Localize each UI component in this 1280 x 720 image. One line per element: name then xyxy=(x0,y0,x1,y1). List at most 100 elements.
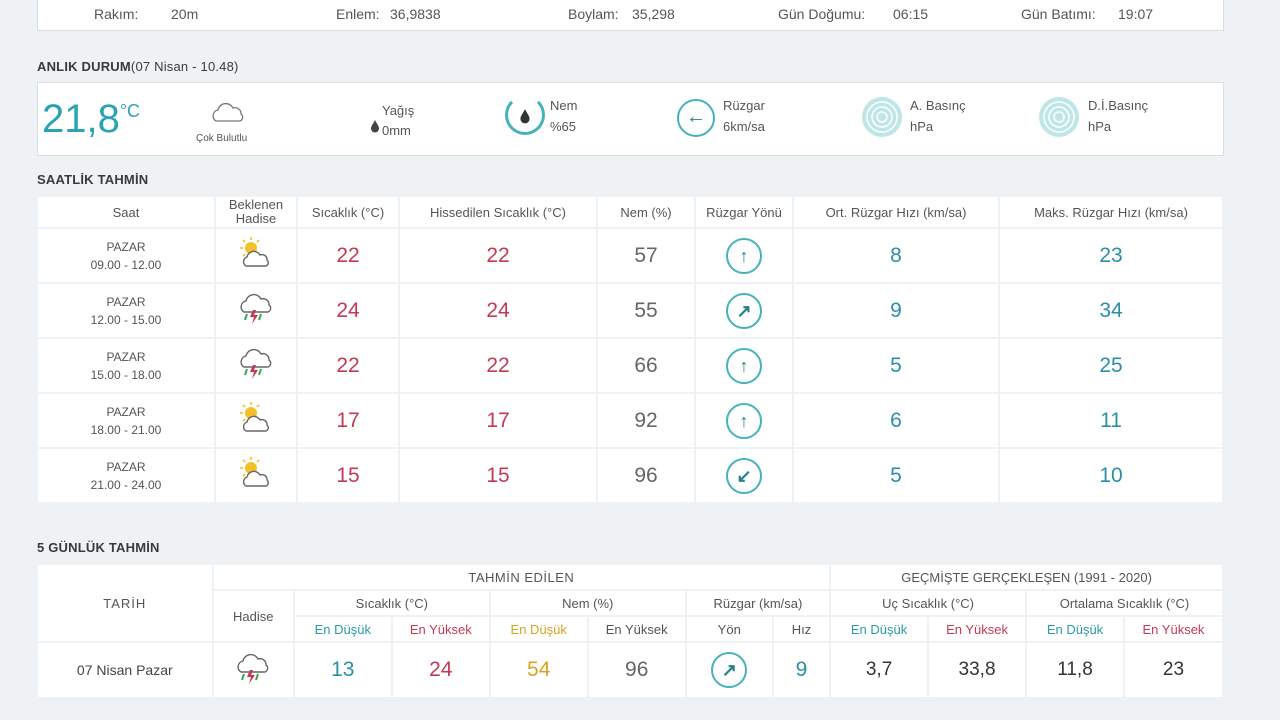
sea-pressure-unit: hPa xyxy=(1088,119,1112,134)
wind-label: Rüzgar xyxy=(723,98,765,113)
sunrise-label: Gün Doğumu: xyxy=(778,6,866,22)
hourly-time: 12.00 - 15.00 xyxy=(90,312,162,327)
raindrop-icon xyxy=(371,120,379,133)
daily-subheader-hum-low: En Düşük xyxy=(490,617,587,641)
hourly-header-time: Saat xyxy=(38,197,214,227)
sea-pressure-label: D.İ.Basınç xyxy=(1088,98,1148,113)
hourly-max-wind: 23 xyxy=(1000,229,1222,282)
daily-hum-high: 96 xyxy=(588,643,685,697)
hourly-day: PAZAR xyxy=(106,404,146,419)
hourly-temp: 22 xyxy=(298,229,398,282)
partly-sunny-icon xyxy=(234,402,278,440)
current-temp-value: 21,8 xyxy=(42,97,120,141)
hourly-row: PAZAR 15.00 - 18.00 22 22 66 ↑ 5 25 xyxy=(38,339,1222,392)
hourly-forecast-table: Saat Beklenen Hadise Sıcaklık (°C) Hisse… xyxy=(36,195,1224,504)
daily-subheader-extreme-low: En Düşük xyxy=(831,617,928,641)
daily-header-temp: Sıcaklık (°C) xyxy=(294,591,489,615)
hourly-wind-dir-cell: ↑ xyxy=(696,394,792,447)
lon-value: 35,298 xyxy=(632,6,675,22)
hourly-wind-dir-cell: ↙ xyxy=(696,449,792,502)
daily-header-date: TARİH xyxy=(38,565,212,641)
daily-extreme-low: 3,7 xyxy=(831,643,928,697)
hourly-section-title: SAATLİK TAHMİN xyxy=(37,172,149,187)
hourly-header-avg-wind: Ort. Rüzgar Hızı (km/sa) xyxy=(794,197,998,227)
hourly-max-wind: 25 xyxy=(1000,339,1222,392)
daily-header-wind: Rüzgar (km/sa) xyxy=(686,591,830,615)
wind-direction-icon: ← xyxy=(677,99,715,137)
hourly-wind-dir-cell: ↗ xyxy=(696,284,792,337)
current-title: ANLIK DURUM xyxy=(37,59,131,74)
thunderstorm-icon xyxy=(236,293,276,330)
daily-subheader-avg-low: En Düşük xyxy=(1027,617,1123,641)
hourly-max-wind: 10 xyxy=(1000,449,1222,502)
wind-arrow-icon: ↑ xyxy=(726,347,762,384)
wind-arrow-icon: ↗ xyxy=(726,292,762,329)
hourly-day: PAZAR xyxy=(106,294,146,309)
hourly-avg-wind: 5 xyxy=(794,339,998,392)
hourly-feels: 17 xyxy=(400,394,596,447)
hourly-row: PAZAR 12.00 - 15.00 24 24 55 ↗ 9 34 xyxy=(38,284,1222,337)
daily-subheader-wind-speed: Hız xyxy=(773,617,830,641)
hourly-time: 09.00 - 12.00 xyxy=(90,257,162,272)
hourly-wind-dir-cell: ↑ xyxy=(696,229,792,282)
daily-header-history: GEÇMİŞTE GERÇEKLEŞEN (1991 - 2020) xyxy=(831,565,1222,589)
hourly-day: PAZAR xyxy=(106,239,146,254)
daily-hum-low: 54 xyxy=(490,643,587,697)
hourly-feels: 15 xyxy=(400,449,596,502)
lon-label: Boylam: xyxy=(568,6,619,22)
hourly-avg-wind: 9 xyxy=(794,284,998,337)
hourly-avg-wind: 6 xyxy=(794,394,998,447)
hourly-header-temp: Sıcaklık (°C) xyxy=(298,197,398,227)
hourly-avg-wind: 5 xyxy=(794,449,998,502)
wind-arrow-icon: ↗ xyxy=(711,652,748,688)
hourly-time-cell: PAZAR 12.00 - 15.00 xyxy=(38,284,214,337)
hourly-humidity: 57 xyxy=(598,229,694,282)
hourly-time: 15.00 - 18.00 xyxy=(90,367,162,382)
pressure-label: A. Basınç xyxy=(910,98,966,113)
hourly-temp: 15 xyxy=(298,449,398,502)
wind-value: 6km/sa xyxy=(723,119,765,134)
hourly-time: 21.00 - 24.00 xyxy=(90,477,162,492)
hourly-avg-wind: 8 xyxy=(794,229,998,282)
hourly-temp: 17 xyxy=(298,394,398,447)
pressure-icon xyxy=(862,97,902,137)
hourly-feels: 22 xyxy=(400,339,596,392)
rain-value: 0mm xyxy=(382,123,411,138)
hourly-header-max-wind: Maks. Rüzgar Hızı (km/sa) xyxy=(1000,197,1222,227)
hourly-header-feels: Hissedilen Sıcaklık (°C) xyxy=(400,197,596,227)
thunderstorm-icon xyxy=(236,348,276,385)
hourly-feels: 24 xyxy=(400,284,596,337)
hourly-temp: 22 xyxy=(298,339,398,392)
daily-subheader-extreme-high: En Yüksek xyxy=(929,617,1026,641)
hourly-event-cell xyxy=(216,394,296,447)
wind-arrow-icon: ↙ xyxy=(726,457,762,494)
wind-arrow-icon: ↑ xyxy=(726,237,762,274)
lat-value: 36,9838 xyxy=(390,6,441,22)
hourly-wind-dir-cell: ↑ xyxy=(696,339,792,392)
hourly-time: 18.00 - 21.00 xyxy=(90,422,162,437)
hourly-header-wind-dir: Rüzgar Yönü xyxy=(696,197,792,227)
daily-avg-high: 23 xyxy=(1124,643,1222,697)
daily-subheader-wind-dir: Yön xyxy=(686,617,772,641)
hourly-day: PAZAR xyxy=(106,459,146,474)
pressure-unit: hPa xyxy=(910,119,934,134)
sunrise-value: 06:15 xyxy=(893,6,929,22)
sunset-value: 19:07 xyxy=(1118,6,1154,22)
daily-temp-low: 13 xyxy=(294,643,391,697)
hourly-header-humidity: Nem (%) xyxy=(598,197,694,227)
wind-arrow-icon: ↑ xyxy=(726,402,762,439)
sea-pressure-icon xyxy=(1039,97,1079,137)
current-condition: Çok Bulutlu xyxy=(196,133,248,144)
hourly-header-event-label: Beklenen Hadise xyxy=(228,197,284,226)
hourly-header-event: Beklenen Hadise xyxy=(216,197,296,227)
daily-header-event: Hadise xyxy=(213,591,293,641)
humidity-value: %65 xyxy=(550,119,577,134)
daily-subheader-hum-high: En Yüksek xyxy=(588,617,685,641)
daily-extreme-high: 33,8 xyxy=(929,643,1026,697)
partly-sunny-icon xyxy=(234,457,278,495)
daily-wind-dir-cell: ↗ xyxy=(686,643,772,697)
hourly-humidity: 55 xyxy=(598,284,694,337)
daily-header-extreme: Uç Sıcaklık (°C) xyxy=(831,591,1026,615)
hourly-time-cell: PAZAR 15.00 - 18.00 xyxy=(38,339,214,392)
daily-header-humidity: Nem (%) xyxy=(490,591,685,615)
